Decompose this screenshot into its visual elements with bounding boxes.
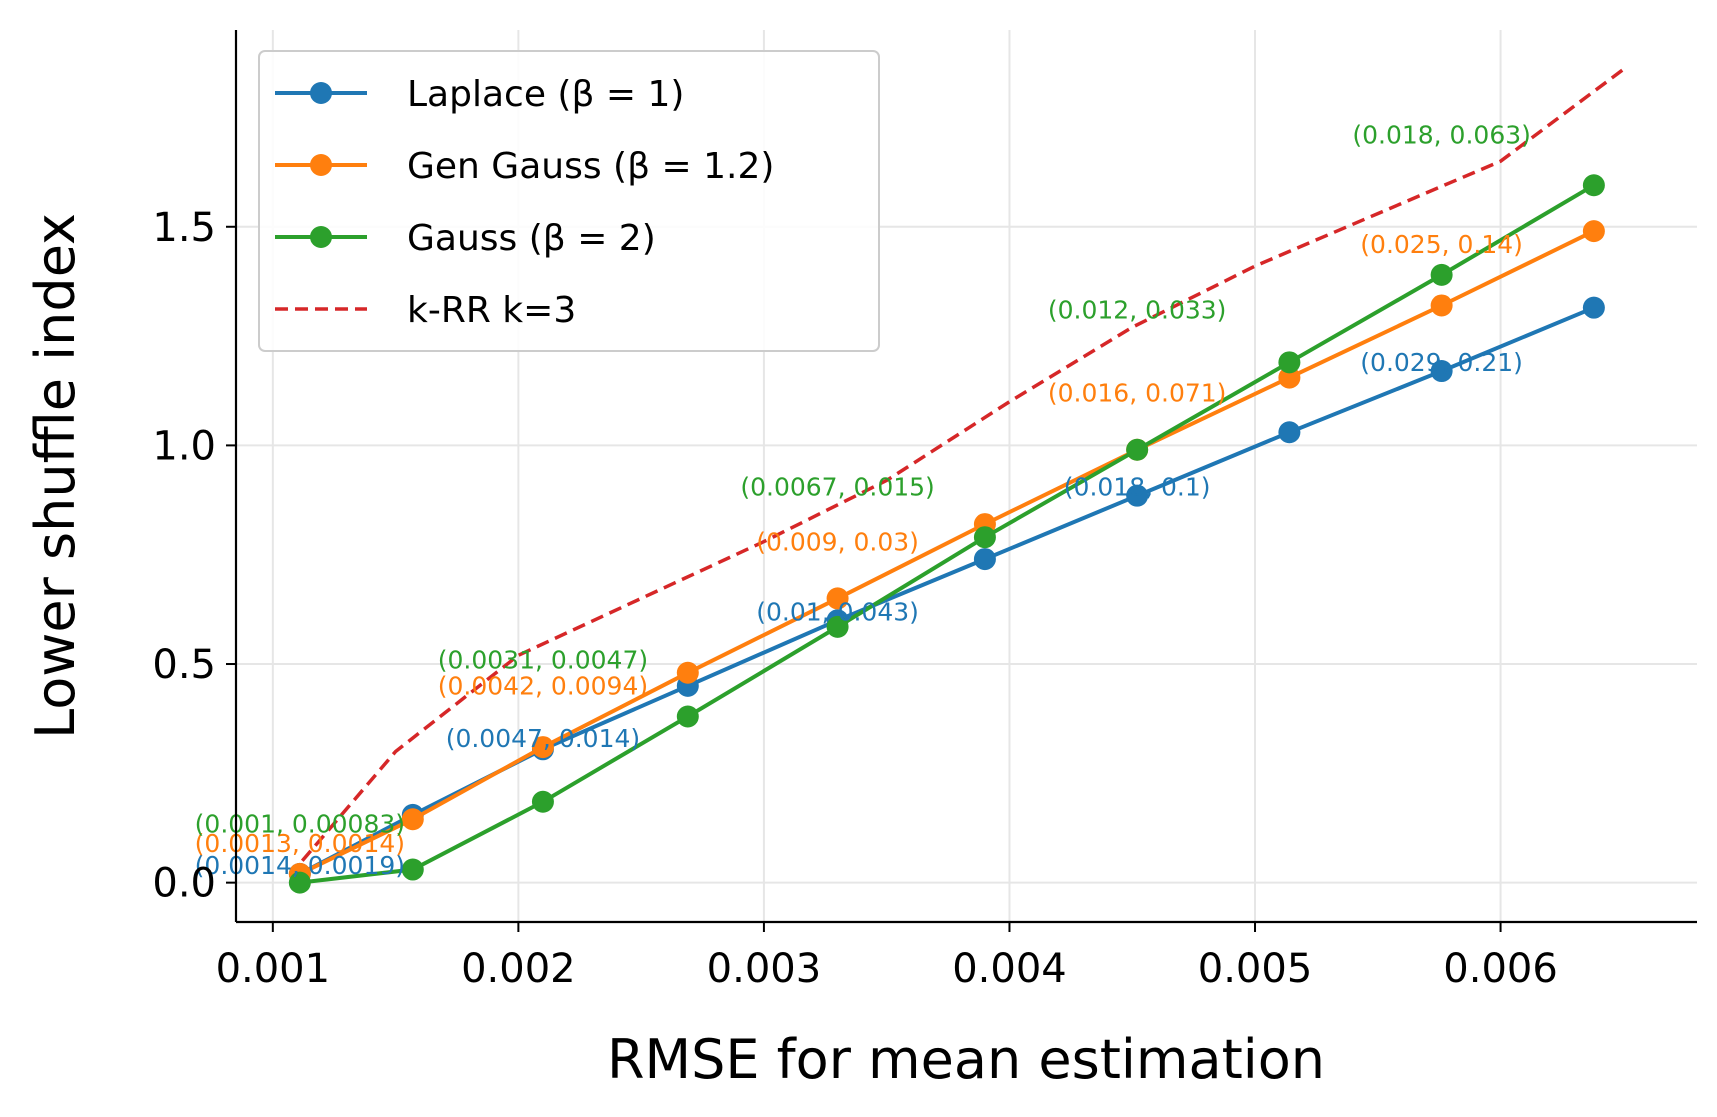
axes [234,30,1697,924]
legend-label: Laplace (β = 1) [407,74,684,115]
legend-entry: Gauss (β = 2) [275,218,656,259]
series-line [300,67,1625,862]
legend-label: Gen Gauss (β = 1.2) [407,146,774,187]
point-annotation: (0.012, 0.033) [1048,296,1227,325]
point-annotation: (0.009, 0.03) [756,527,919,556]
point-annotation: (0.0013, 0.0014) [195,829,405,858]
series-line [299,183,1595,885]
data-point [288,871,311,894]
legend-swatch-marker [310,226,332,248]
data-point [1126,438,1149,461]
annotation-layer: (0.0014, 0.0019)(0.0013, 0.0014)(0.001, … [195,121,1531,880]
data-point [676,661,699,684]
legend-swatch-marker [310,82,332,104]
data-point [401,858,424,881]
data-point [826,587,849,610]
legend-entry: Laplace (β = 1) [275,74,684,115]
data-point [973,526,996,549]
data-point [676,705,699,728]
x-tick-label: 0.002 [461,946,576,992]
point-annotation: (0.029, 0.21) [1360,348,1523,377]
point-annotation: (0.016, 0.071) [1048,379,1227,408]
data-point [1278,421,1301,444]
y-axis-title: Lower shuffle index [24,213,87,739]
point-annotation: (0.0042, 0.0094) [438,672,648,701]
x-axis-title: RMSE for mean estimation [607,1028,1325,1091]
x-tick-label: 0.004 [952,946,1067,992]
y-tick-label: 1.5 [152,205,216,251]
ticks: 0.001 0.002 0.003 0.004 0.005 0.006 0.0 0.5 1.0 1… [152,205,1557,992]
point-annotation: (0.0067, 0.015) [740,473,934,502]
point-annotation: (0.01, 0.043) [756,597,919,626]
data-point [1582,220,1605,243]
series-line [298,229,1595,876]
data-point [826,615,849,638]
legend-label: k-RR k=3 [407,290,576,331]
data-point [1126,484,1149,507]
data-point [1430,263,1453,286]
point-annotation: (0.0014, 0.0019) [195,851,405,880]
series-group [288,174,1605,894]
data-point [1582,174,1605,197]
data-point [401,808,424,831]
data-point [1278,366,1301,389]
legend-label: Gauss (β = 2) [407,218,656,259]
data-point [531,790,554,813]
x-tick-label: 0.001 [216,946,331,992]
x-tick-label: 0.006 [1443,946,1558,992]
point-annotation: (0.0031, 0.0047) [438,645,648,674]
data-point [1430,294,1453,317]
data-point [531,736,554,759]
data-point [973,548,996,571]
series-group [288,220,1605,885]
point-annotation: (0.018, 0.1) [1064,473,1211,502]
point-annotation: (0.025, 0.14) [1360,230,1523,259]
legend-entry: k-RR k=3 [275,290,576,331]
series-layer [288,67,1625,894]
legend-box [258,50,880,352]
y-tick-label: 0.0 [152,861,216,907]
point-annotation: (0.001, 0.00083) [195,809,405,838]
legend-entry: Gen Gauss (β = 1.2) [275,146,774,187]
series-group [300,67,1625,862]
data-point [1430,360,1453,383]
x-tick-label: 0.005 [1198,946,1313,992]
legend-swatch-marker [310,154,332,176]
legend: Laplace (β = 1) Gen Gauss (β = 1.2) Gauss … [258,50,880,352]
point-annotation: (0.018, 0.063) [1352,121,1531,150]
y-tick-label: 0.5 [152,642,216,688]
point-annotation: (0.0047, 0.014) [446,724,640,753]
y-tick-label: 1.0 [152,423,216,469]
x-tick-label: 0.003 [707,946,822,992]
data-point [1582,296,1605,319]
data-point [1278,351,1301,374]
